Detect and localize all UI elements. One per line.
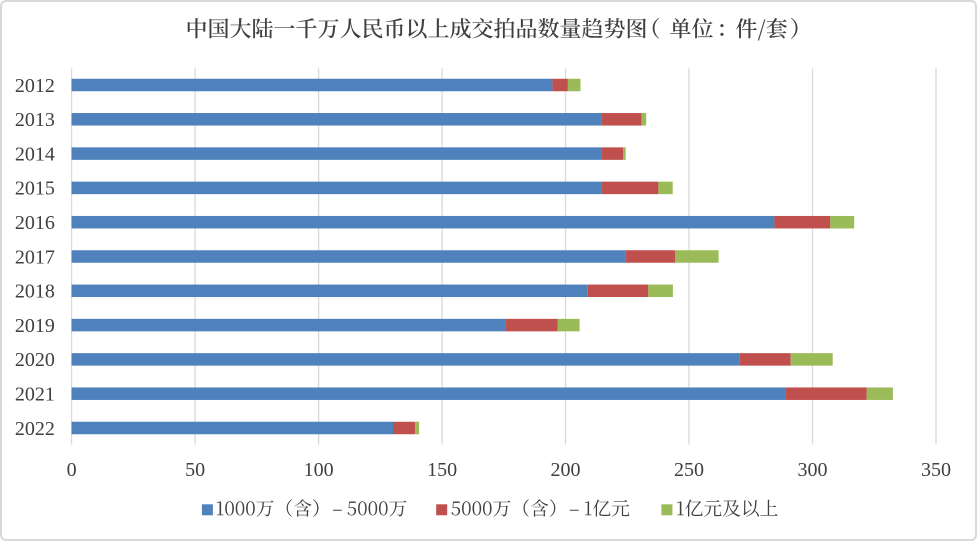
svg-text:2018: 2018 <box>15 281 55 303</box>
svg-text:2015: 2015 <box>15 178 55 200</box>
svg-text:2019: 2019 <box>15 315 55 337</box>
svg-text:2017: 2017 <box>15 246 55 268</box>
svg-text:2016: 2016 <box>15 212 55 234</box>
svg-text:2021: 2021 <box>15 384 55 406</box>
svg-text:150: 150 <box>427 459 457 481</box>
svg-text:350: 350 <box>921 459 951 481</box>
svg-text:250: 250 <box>674 459 704 481</box>
svg-text:50: 50 <box>185 459 205 481</box>
svg-text:2022: 2022 <box>15 418 55 440</box>
svg-text:200: 200 <box>551 459 581 481</box>
svg-text:2013: 2013 <box>15 109 55 131</box>
svg-text:2014: 2014 <box>15 143 55 165</box>
svg-text:300: 300 <box>798 459 828 481</box>
svg-text:100: 100 <box>304 459 334 481</box>
svg-text:2012: 2012 <box>15 75 55 97</box>
svg-text:2020: 2020 <box>15 349 55 371</box>
svg-text:0: 0 <box>67 459 77 481</box>
